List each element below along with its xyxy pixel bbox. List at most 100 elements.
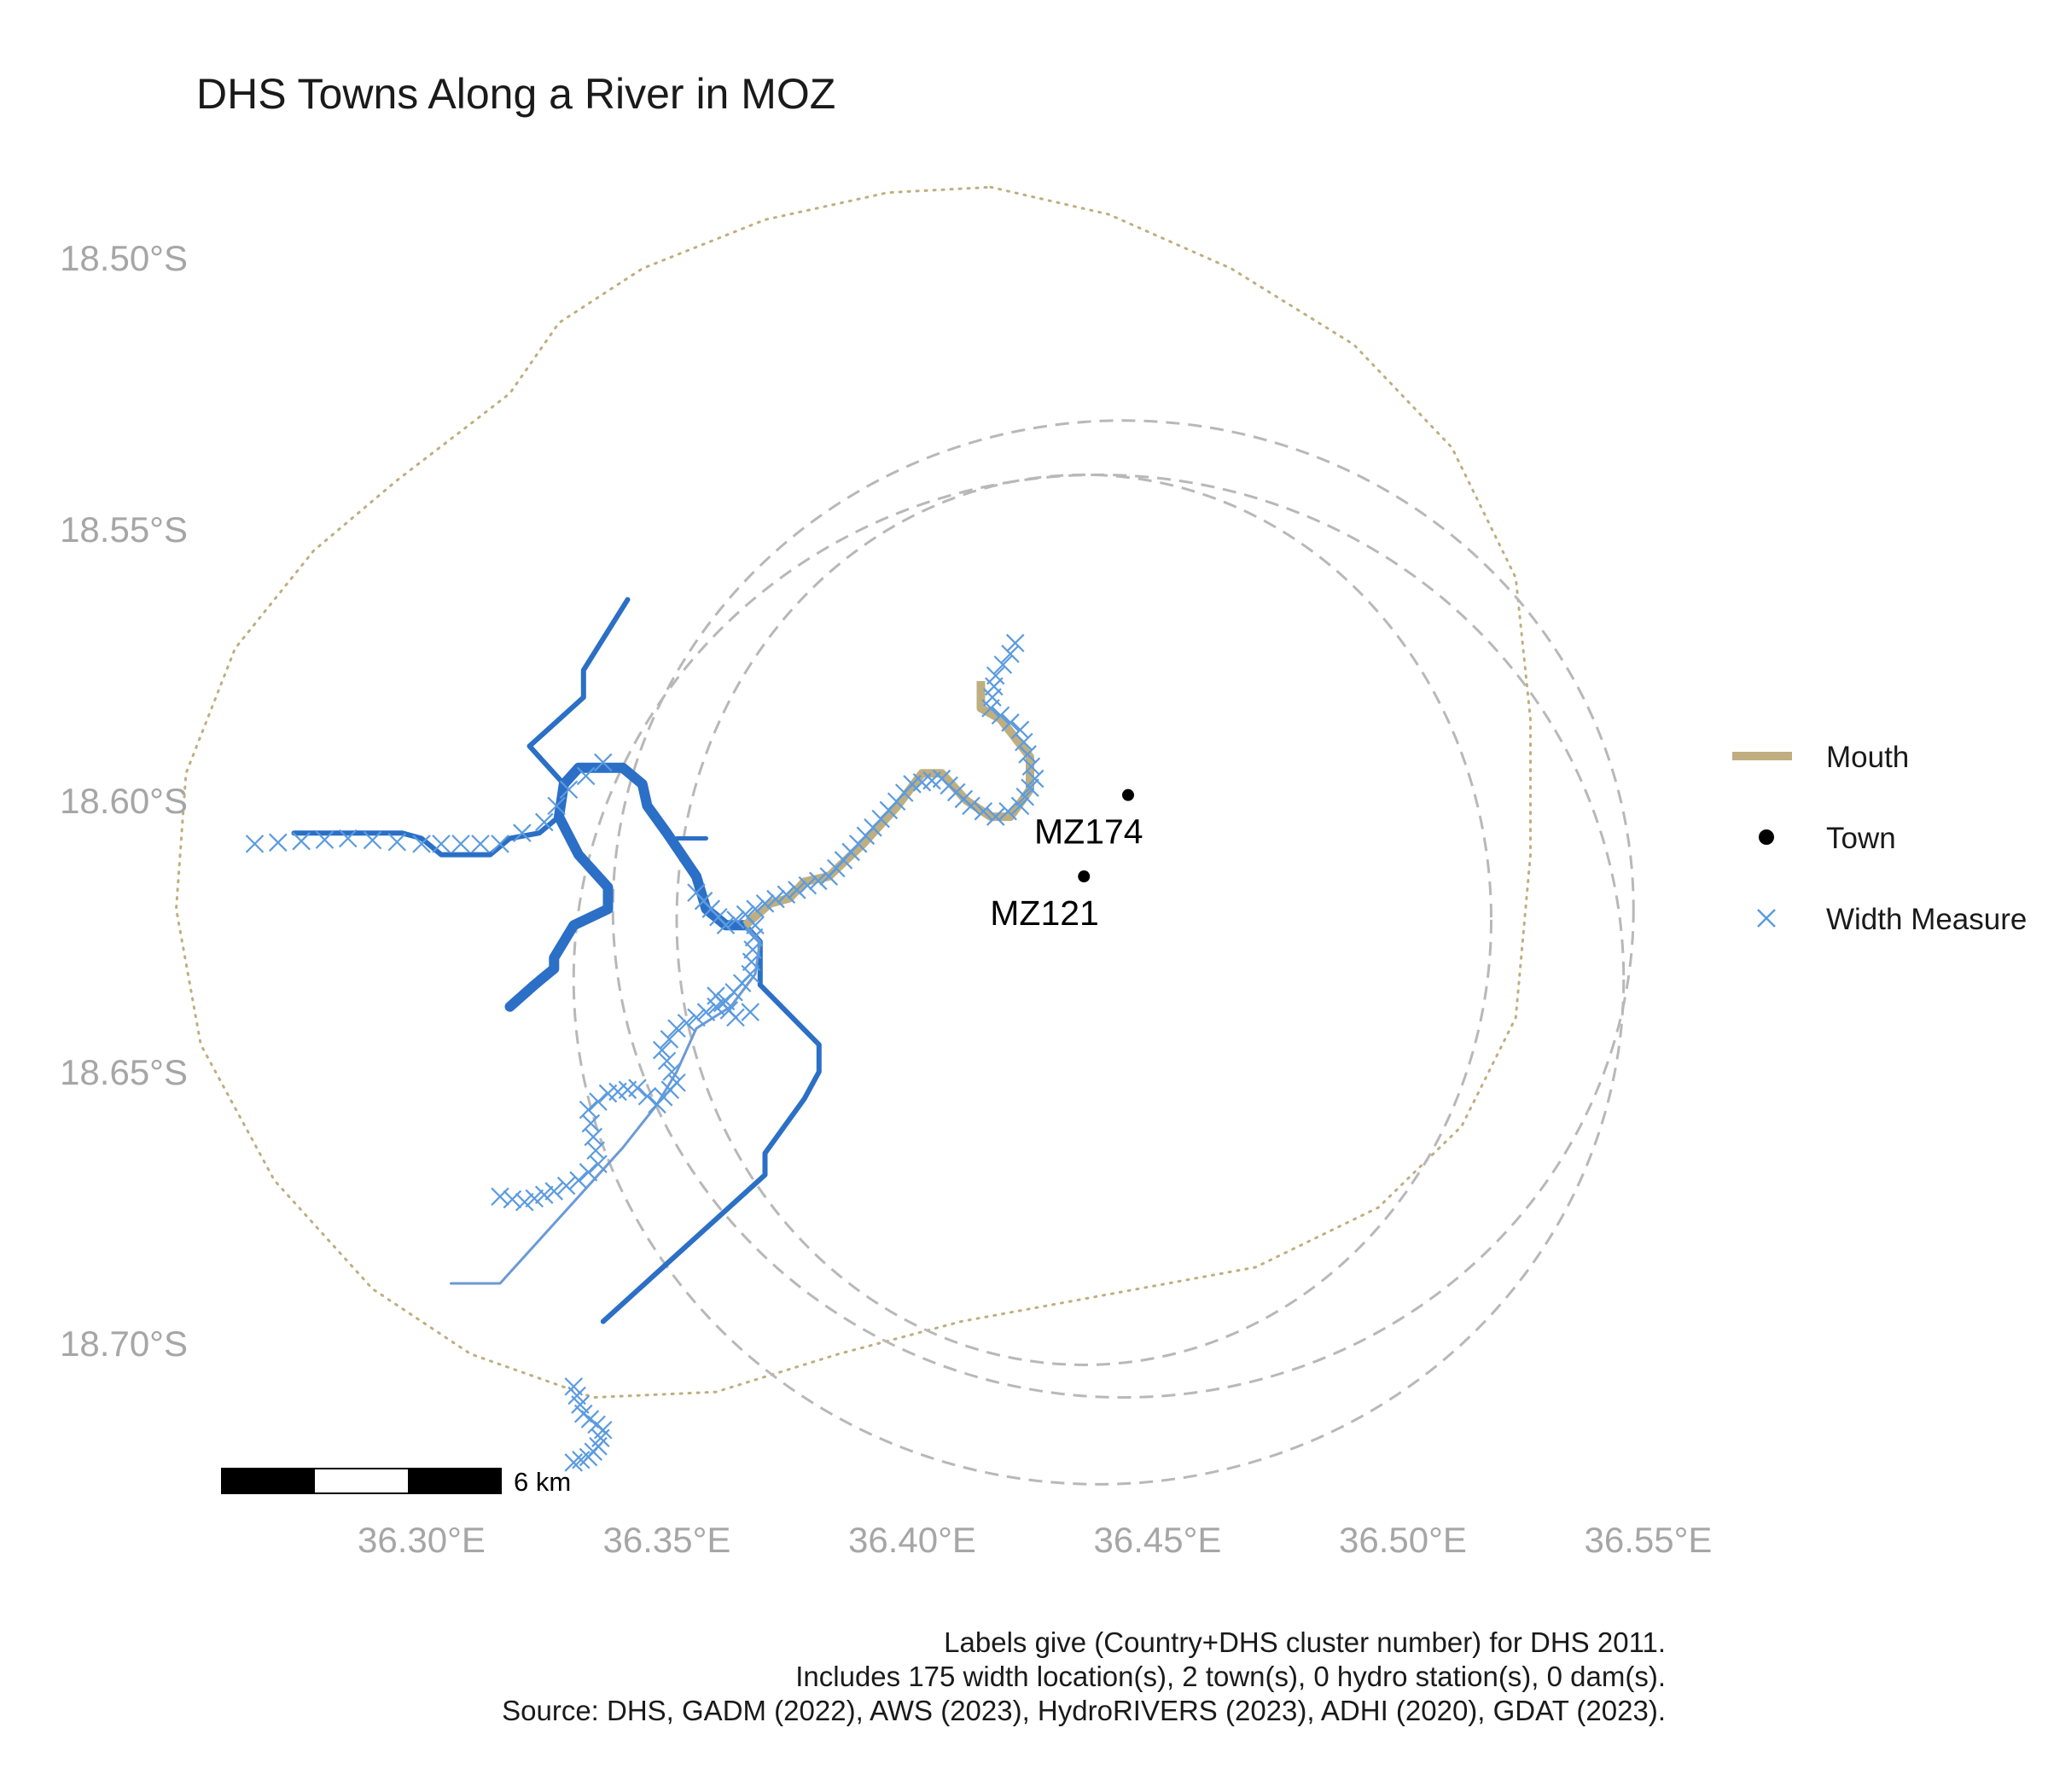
width-measure-marker [363, 830, 382, 850]
x-tick-label: 36.55°E [1585, 1520, 1713, 1560]
width-measure-marker [746, 899, 765, 918]
width-measure-marker [544, 1182, 564, 1201]
width-measure-marker [648, 1095, 666, 1114]
width-measure-marker [245, 835, 265, 853]
width-measure-marker [576, 766, 596, 786]
river-segment-3 [504, 778, 614, 1012]
x-tick-label: 36.30°E [358, 1520, 486, 1560]
width-measure-marker [491, 1187, 509, 1207]
y-tick-label: 18.55°S [60, 509, 188, 550]
buffer-dotted-0 [174, 185, 1532, 1399]
width-measure-marker [1018, 745, 1037, 764]
width-measure-marker [1001, 713, 1020, 732]
width-measure-marker [515, 1192, 534, 1212]
width-measure-marker [579, 1162, 598, 1182]
width-measure-marker [534, 1185, 554, 1204]
y-tick-label: 18.70°S [60, 1324, 188, 1364]
width-measure-marker [559, 780, 579, 800]
width-measure-marker [687, 1008, 706, 1027]
width-measure-marker [993, 655, 1013, 674]
river-segment-0 [527, 596, 631, 787]
map-title: DHS Towns Along a River in MOZ [196, 70, 835, 118]
caption-line-3: Source: DHS, GADM (2022), AWS (2023), Hy… [502, 1695, 1666, 1726]
width-measure-marker [451, 835, 470, 853]
river-segment-6 [450, 923, 762, 1285]
width-measure-marker [569, 1171, 588, 1190]
width-measure-marker [809, 871, 828, 891]
width-measure-marker [998, 801, 1017, 821]
width-measure-marker [292, 831, 311, 851]
width-measure-marker [556, 1176, 576, 1196]
y-tick-label: 18.65°S [60, 1052, 188, 1092]
x-tick-label: 36.40°E [848, 1520, 976, 1560]
width-measure-marker [387, 832, 407, 852]
width-measure-marker [652, 1040, 672, 1060]
width-measure-marker [667, 1019, 686, 1038]
width-measure-marker [1015, 732, 1033, 752]
caption-line-1: Labels give (Country+DHS cluster number)… [944, 1626, 1666, 1658]
y-tick-label: 18.60°S [60, 781, 188, 821]
town-label-mz121: MZ121 [990, 893, 1099, 933]
town-point-mz174 [1122, 788, 1134, 801]
town-point-mz121 [1078, 870, 1091, 883]
buffers-layer [174, 185, 1635, 1486]
width-measure-marker [798, 876, 817, 895]
width-measure-marker [598, 1084, 618, 1103]
width-measure-marker [525, 1189, 544, 1208]
width-measure-marker [491, 835, 509, 853]
width-measure-marker [1021, 757, 1041, 777]
legend-mouth-label: Mouth [1826, 741, 1909, 774]
buffer-dashed-2 [572, 473, 1626, 1486]
width-measure-marker [338, 829, 358, 848]
width-measure-marker [974, 801, 993, 821]
width-measure-marker [637, 1086, 657, 1106]
caption: Labels give (Country+DHS cluster number)… [502, 1626, 1666, 1726]
width-measure-marker [1010, 796, 1030, 816]
buffer-dashed-1 [611, 419, 1635, 1399]
legend: Mouth Town Width Measure [1732, 741, 2027, 936]
width-measure-marker [315, 830, 335, 849]
width-measure-marker [503, 1190, 522, 1209]
x-tick-label: 36.35°E [603, 1520, 731, 1560]
width-measure-marker [1021, 778, 1039, 797]
legend-width-measure-label: Width Measure [1826, 903, 2027, 936]
scale-bar-label: 6 km [514, 1467, 571, 1497]
y-tick-label: 18.50°S [60, 238, 188, 278]
legend-width-measure-key [1757, 909, 1776, 928]
width-measure-marker [1025, 769, 1044, 788]
river-segment-5 [600, 922, 822, 1324]
scale-bar-segment-3 [408, 1469, 501, 1493]
y-axis: 18.50°S 18.55°S 18.60°S 18.65°S 18.70°S [60, 238, 188, 1364]
width-measure-marker [991, 706, 1010, 725]
width-measure-marker [1005, 633, 1025, 653]
width-measure-marker [432, 835, 451, 853]
width-measure-marker [1010, 720, 1030, 740]
width-measure-marker [564, 1453, 584, 1472]
rivers-layer [291, 596, 822, 1324]
width-measure-marker [269, 833, 288, 852]
width-measure-marker [662, 1062, 682, 1081]
width-measure-marker [741, 1003, 760, 1021]
width-measure-marker [726, 911, 745, 929]
width-measure-marker [986, 807, 1005, 826]
width-measure-marker [716, 916, 736, 935]
width-measure-marker [1015, 787, 1035, 806]
width-measure-marker [547, 796, 566, 816]
width-measure-marker [696, 1003, 716, 1021]
width-measure-marker [726, 1008, 745, 1027]
buffer-dashed-3 [675, 473, 1492, 1366]
mouth-layer [742, 681, 1034, 929]
width-measure-marker [513, 823, 532, 842]
width-measure-marker [986, 666, 1005, 685]
width-measure-marker [777, 885, 796, 905]
town-label-mz174: MZ174 [1034, 812, 1143, 852]
width-measure-marker [593, 753, 613, 772]
width-measure-marker [660, 1030, 679, 1049]
towns-layer: MZ174 MZ121 [990, 788, 1143, 933]
legend-town-key [1759, 829, 1774, 845]
width-measure-marker [657, 1051, 677, 1071]
width-measure-marker [962, 796, 980, 816]
legend-town-label: Town [1826, 822, 1896, 855]
width-measure-marker [788, 881, 806, 899]
width-measure-marker [589, 1092, 608, 1111]
